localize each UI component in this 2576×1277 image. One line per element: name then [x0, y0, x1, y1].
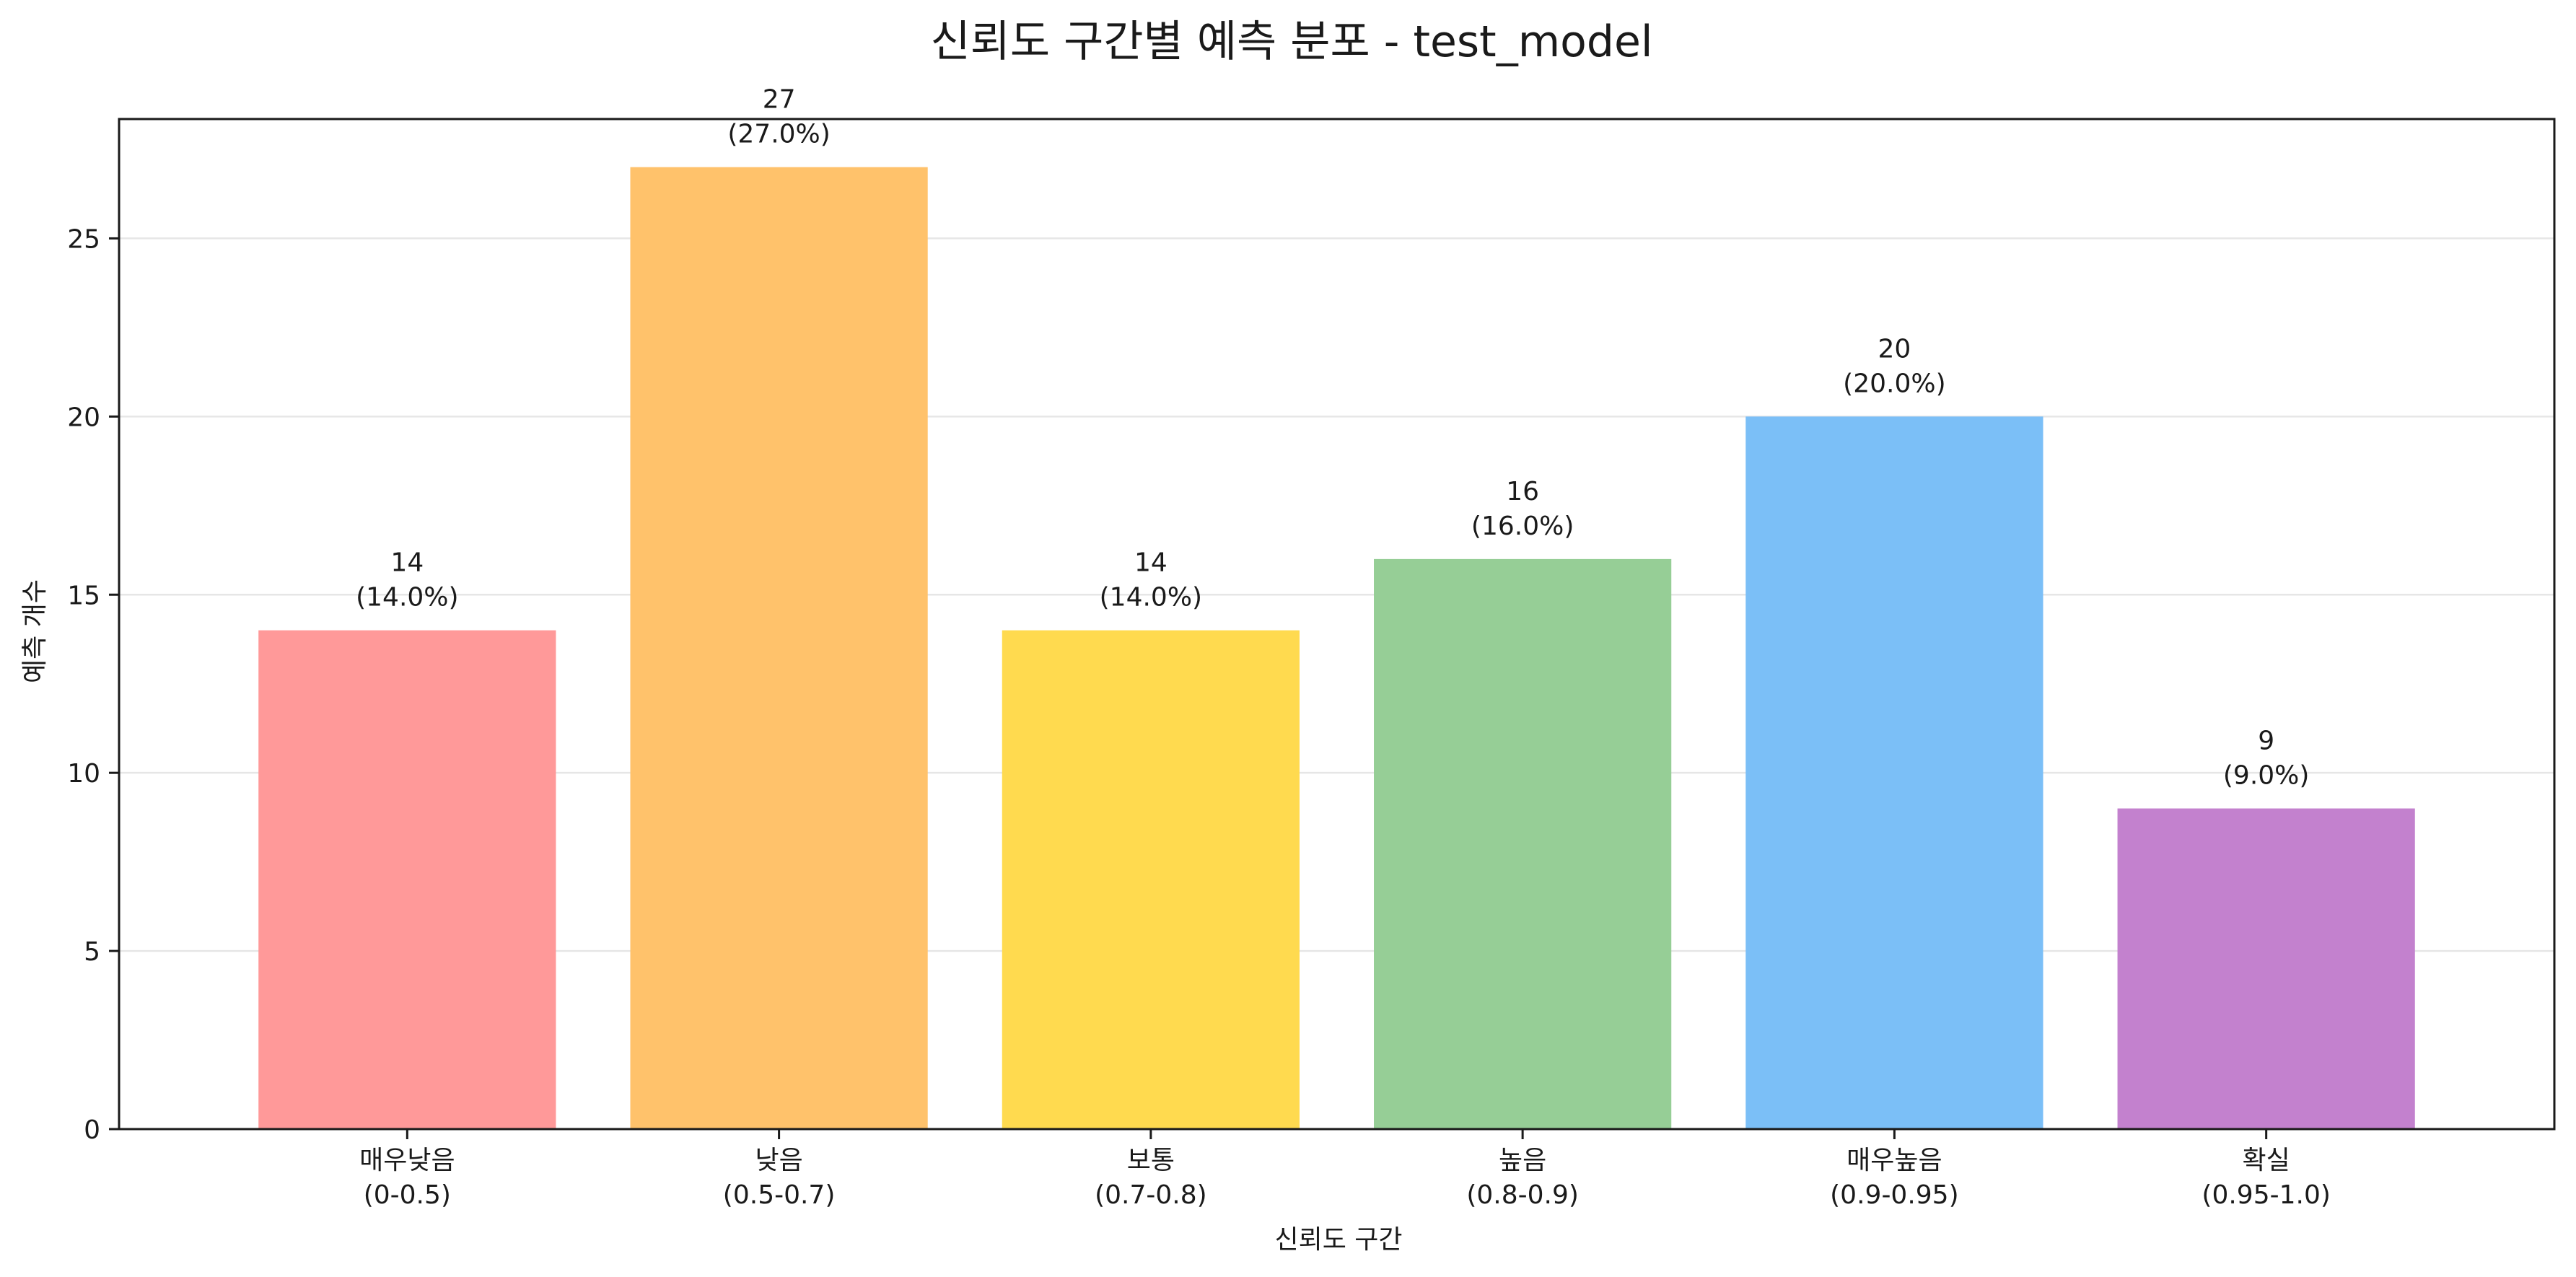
x-tick-label-2: 보통: [1127, 1146, 1175, 1175]
percent-label-3: (16.0%): [1471, 512, 1574, 541]
value-label-1: 27: [763, 85, 796, 115]
bars: [258, 167, 2415, 1129]
x-tick-label-1: 낮음: [755, 1146, 802, 1175]
x-tick-range-4: (0.9-0.95): [1830, 1180, 1959, 1210]
bar-1: [630, 167, 927, 1129]
percent-label-4: (20.0%): [1843, 369, 1945, 398]
x-tick-range-3: (0.8-0.9): [1466, 1180, 1579, 1210]
y-axis-label: 예측 개수: [20, 579, 50, 683]
percent-label-0: (14.0%): [356, 583, 458, 613]
percent-label-2: (14.0%): [1100, 583, 1202, 613]
bar-5: [2118, 809, 2415, 1129]
x-tick-range-2: (0.7-0.8): [1095, 1180, 1207, 1210]
x-tick-range-5: (0.95-1.0): [2202, 1180, 2331, 1210]
value-label-3: 16: [1506, 477, 1539, 506]
x-axis: 매우낮음 (0-0.5) 낮음 (0.5-0.7) 보통 (0.7-0.8) 높음 (0.8-…: [359, 1129, 2331, 1210]
value-label-2: 14: [1134, 548, 1167, 578]
x-tick-label-4: 매우높음: [1846, 1146, 1942, 1175]
value-label-5: 9: [2258, 727, 2274, 756]
x-tick-label-3: 높음: [1499, 1146, 1546, 1175]
x-tick-range-1: (0.5-0.7): [723, 1180, 836, 1210]
bar-0: [258, 631, 556, 1129]
y-tick-label-4: 20: [67, 403, 100, 432]
value-label-0: 14: [390, 548, 424, 578]
bar-3: [1374, 559, 1671, 1129]
y-tick-label-1: 5: [84, 937, 100, 967]
value-label-4: 20: [1878, 334, 1911, 364]
percent-label-5: (9.0%): [2223, 761, 2310, 791]
percent-label-1: (27.0%): [727, 120, 830, 149]
x-tick-range-0: (0-0.5): [364, 1180, 451, 1210]
bar-4: [1745, 416, 2043, 1129]
y-axis: 0 5 10 15 20 25: [67, 224, 119, 1145]
x-tick-label-0: 매우낮음: [359, 1146, 455, 1175]
y-tick-label-3: 15: [67, 581, 100, 610]
y-tick-label-5: 25: [67, 224, 100, 254]
x-axis-label: 신뢰도 구간: [1274, 1225, 1402, 1255]
x-tick-label-5: 확실: [2243, 1146, 2290, 1175]
y-tick-label-2: 10: [67, 759, 100, 789]
y-tick-label-0: 0: [84, 1115, 100, 1145]
chart-title: 신뢰도 구간별 예측 분포 - test_model: [930, 17, 1652, 67]
bar-2: [1002, 631, 1300, 1129]
